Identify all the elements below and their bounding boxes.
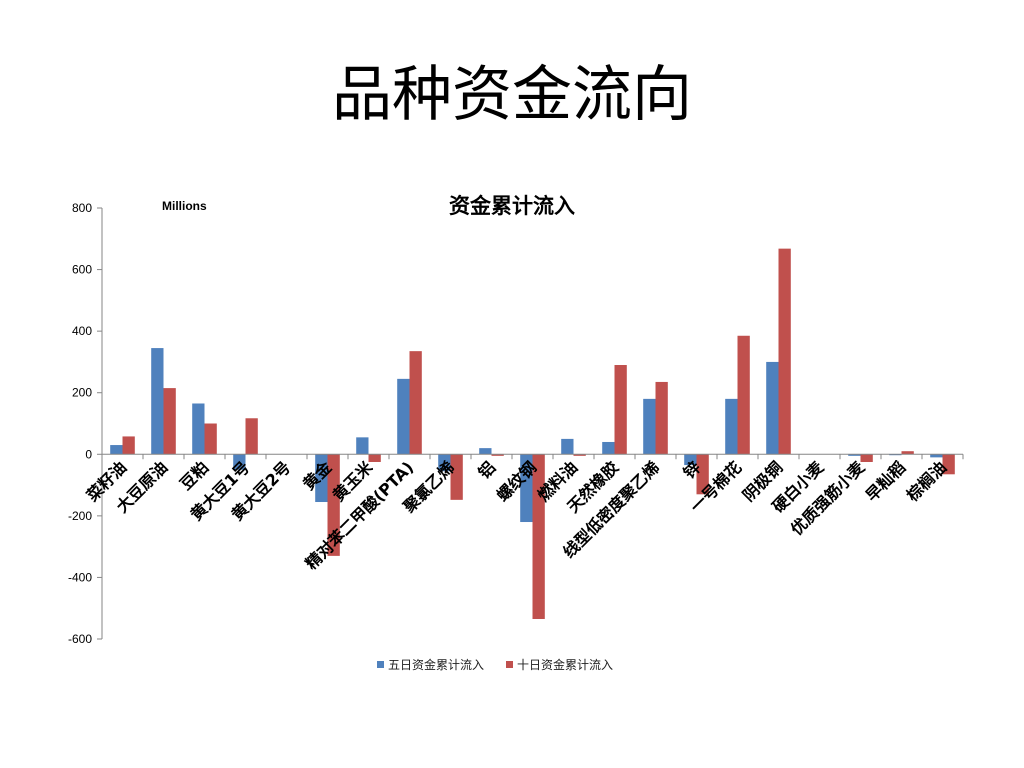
bar-series-2	[860, 454, 873, 462]
bar-series-2	[573, 454, 586, 456]
bar-series-2	[327, 454, 340, 556]
bar-series-2	[901, 451, 914, 455]
bar-series-2	[737, 335, 750, 455]
bar-series-2	[491, 454, 504, 456]
y-tick-label: 800	[72, 201, 92, 215]
slide-title: 品种资金流向	[332, 60, 692, 130]
bar-series-1	[315, 454, 328, 503]
chart-title: 资金累计流入	[449, 194, 575, 218]
bar-series-2	[163, 388, 176, 455]
y-tick-label: 600	[72, 263, 92, 277]
bar-series-2	[122, 436, 135, 455]
legend-label-series-1: 五日资金累计流入	[388, 658, 485, 672]
legend-item-series-2: 十日资金累计流入	[506, 656, 613, 673]
bar-series-1	[356, 437, 369, 455]
legend-item-series-1: 五日资金累计流入	[377, 656, 484, 673]
bar-series-1	[192, 403, 205, 455]
bar-series-2	[614, 365, 627, 455]
bar-series-2	[245, 418, 258, 455]
x-tick-label: 豆粕	[176, 458, 212, 494]
bar-series-2	[409, 351, 422, 455]
x-tick-label: 早籼稻	[862, 458, 909, 505]
bar-series-1	[233, 454, 246, 470]
bar-series-1	[643, 398, 656, 455]
bar-series-2	[368, 454, 381, 462]
bar-series-2	[942, 454, 955, 475]
bar-series-2	[204, 423, 217, 455]
x-tick-label: 铝	[474, 458, 499, 483]
bar-series-1	[110, 445, 123, 455]
legend: 五日资金累计流入 十日资金累计流入	[377, 656, 677, 673]
x-tick-label: 棕榈油	[903, 458, 950, 505]
units-label: Millions	[162, 199, 207, 213]
bar-series-2	[696, 454, 709, 495]
bar-series-2	[778, 248, 791, 455]
bar-series-1	[848, 454, 861, 456]
legend-label-series-2: 十日资金累计流入	[517, 658, 614, 672]
bar-series-1	[725, 398, 738, 455]
y-tick-label: -400	[68, 570, 92, 584]
bar-series-2	[655, 381, 668, 455]
bar-series-1	[684, 454, 697, 466]
bar-series-1	[602, 441, 615, 455]
legend-swatch-series-1	[377, 661, 384, 668]
bar-series-1	[930, 454, 943, 458]
bar-series-1	[479, 448, 492, 455]
bar-series-1	[397, 378, 410, 455]
legend-swatch-series-2	[506, 661, 514, 668]
bar-series-1	[520, 454, 533, 523]
bar-series-1	[438, 454, 451, 472]
bar-series-1	[766, 361, 779, 455]
bar-series-2	[532, 454, 545, 619]
bar-series-1	[561, 438, 574, 455]
y-tick-label: -600	[68, 632, 92, 646]
y-tick-label: 400	[72, 324, 92, 338]
y-tick-label: -200	[68, 509, 92, 523]
bar-series-1	[151, 348, 164, 455]
y-tick-label: 200	[72, 386, 92, 400]
bar-series-2	[450, 454, 463, 500]
y-tick-label: 0	[85, 447, 92, 461]
